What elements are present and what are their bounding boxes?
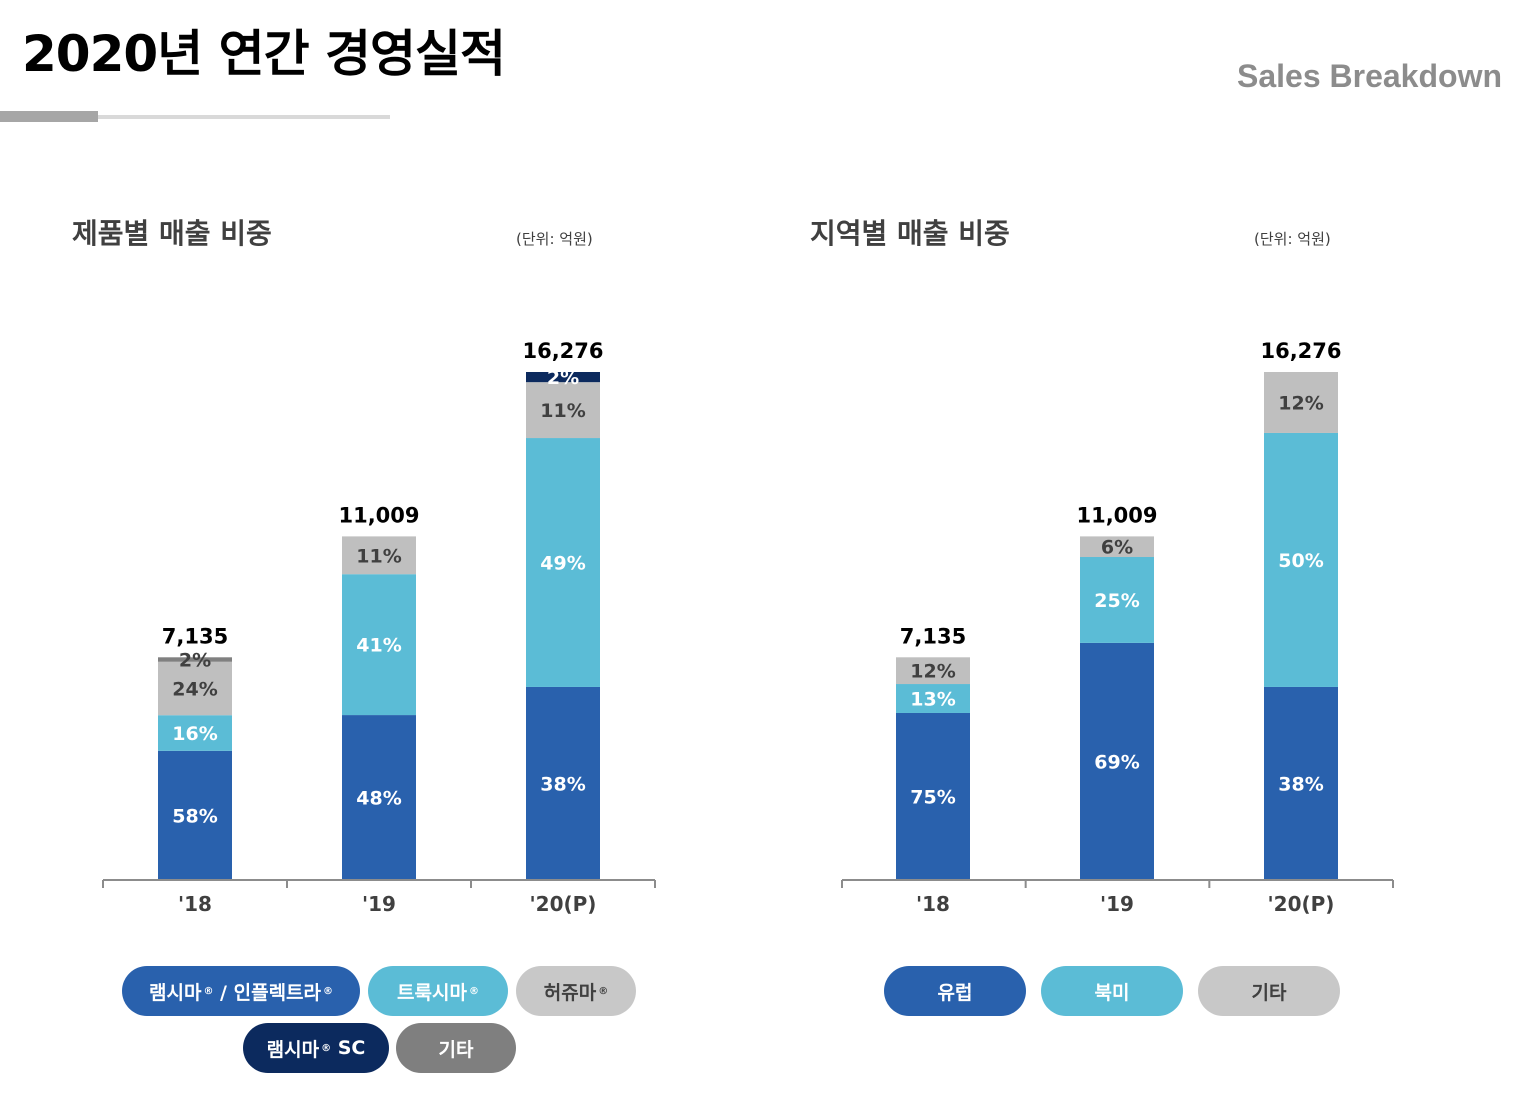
region-chart-title: 지역별 매출 비중 [810, 217, 1010, 250]
bar-segment-북미-'19 [1080, 557, 1154, 643]
bar-segment-기타-'20(P) [1264, 372, 1338, 433]
data-label: 16% [172, 723, 217, 745]
registered-mark: ® [468, 985, 479, 997]
legend-item: 기타 [396, 1023, 516, 1073]
data-label: 2% [179, 650, 211, 672]
data-label: 50% [1278, 550, 1323, 572]
x-tick-label: '18 [178, 892, 212, 916]
bar-segment-허쥬마®-'18 [158, 661, 232, 716]
total-label: 7,135 [900, 624, 966, 648]
data-label: 25% [1094, 590, 1139, 612]
x-tick-label: '20(P) [530, 892, 597, 916]
bar-segment-허쥬마®-'19 [342, 536, 416, 575]
bar-segment-램시마® SC-'20(P) [526, 372, 600, 383]
region-chart-unit: (단위: 억원) [1254, 230, 1331, 248]
data-label: 12% [910, 661, 955, 683]
data-label: 11% [540, 400, 585, 422]
data-label: 24% [172, 678, 217, 700]
data-label: 38% [540, 773, 585, 795]
legend-label: 램시마 [266, 1038, 320, 1061]
data-label: 41% [356, 635, 401, 657]
legend-label: 기타 [1251, 981, 1287, 1004]
registered-mark: ® [321, 1042, 332, 1054]
bar-segment-기타-'18 [896, 657, 970, 685]
bar-segment-유럽-'18 [896, 712, 970, 880]
bar-segment-트룩시마®-'18 [158, 715, 232, 751]
legend-item: 허쥬마 ® [516, 966, 636, 1016]
data-label: 75% [910, 786, 955, 808]
legend-label: 유럽 [937, 981, 973, 1004]
bar-segment-트룩시마®-'20(P) [526, 438, 600, 687]
x-tick-label: '18 [916, 892, 950, 916]
x-tick-label: '20(P) [1268, 892, 1335, 916]
legend-label: 허쥬마 [543, 981, 597, 1004]
legend-label: 트룩시마 [397, 981, 467, 1004]
registered-mark: ® [203, 985, 214, 997]
bar-segment-유럽-'19 [1080, 642, 1154, 880]
total-label: 11,009 [338, 503, 419, 527]
bar-segment-기타-'18 [158, 657, 232, 662]
data-label: 11% [356, 545, 401, 567]
registered-mark: ® [598, 985, 609, 997]
data-label: 48% [356, 788, 401, 810]
bar-segment-허쥬마®-'20(P) [526, 382, 600, 439]
x-tick-label: '19 [362, 892, 396, 916]
legend-label: 기타 [438, 1038, 474, 1061]
total-label: 16,276 [1260, 339, 1341, 363]
legend-label: / 인플렉트라 [213, 981, 322, 1004]
data-label: 58% [172, 805, 217, 827]
legend-label: SC [331, 1037, 366, 1059]
data-label: 13% [910, 689, 955, 711]
title-underline [0, 115, 390, 119]
data-label: 49% [540, 553, 585, 575]
bar-segment-유럽-'20(P) [1264, 686, 1338, 880]
x-tick-label: '19 [1100, 892, 1134, 916]
data-label: 12% [1278, 392, 1323, 414]
legend-label: 북미 [1094, 981, 1130, 1004]
bar-segment-트룩시마®-'19 [342, 574, 416, 716]
page-title: 2020년 연간 경영실적 [22, 25, 506, 83]
registered-mark: ® [323, 985, 334, 997]
legend-label: 램시마 [148, 981, 202, 1004]
legend-item: 유럽 [884, 966, 1026, 1016]
bar-segment-램시마® / 인플렉트라®-'19 [342, 715, 416, 880]
data-label: 6% [1101, 537, 1133, 559]
title-underline-accent [0, 111, 98, 122]
page-subtitle: Sales Breakdown [1237, 58, 1502, 94]
bar-segment-북미-'20(P) [1264, 432, 1338, 687]
legend-item: 북미 [1041, 966, 1183, 1016]
product-chart-title: 제품별 매출 비중 [72, 217, 272, 250]
legend-item: 트룩시마 ® [368, 966, 508, 1016]
legend-item: 램시마 ® SC [243, 1023, 389, 1073]
product-chart-unit: (단위: 억원) [516, 230, 593, 248]
data-label: 69% [1094, 751, 1139, 773]
bar-segment-램시마® / 인플렉트라®-'20(P) [526, 686, 600, 880]
data-label: 2% [547, 367, 579, 389]
bar-segment-램시마® / 인플렉트라®-'18 [158, 750, 232, 880]
bar-segment-북미-'18 [896, 684, 970, 713]
bar-segment-기타-'19 [1080, 536, 1154, 558]
product-sales-chart: 58%16%24%2%7,135'1848%41%11%11,009'1938%… [102, 339, 656, 916]
data-label: 38% [1278, 773, 1323, 795]
legend-item: 램시마 ® / 인플렉트라 ® [122, 966, 360, 1016]
total-label: 11,009 [1076, 503, 1157, 527]
total-label: 7,135 [162, 624, 228, 648]
total-label: 16,276 [522, 339, 603, 363]
legend-item: 기타 [1198, 966, 1340, 1016]
